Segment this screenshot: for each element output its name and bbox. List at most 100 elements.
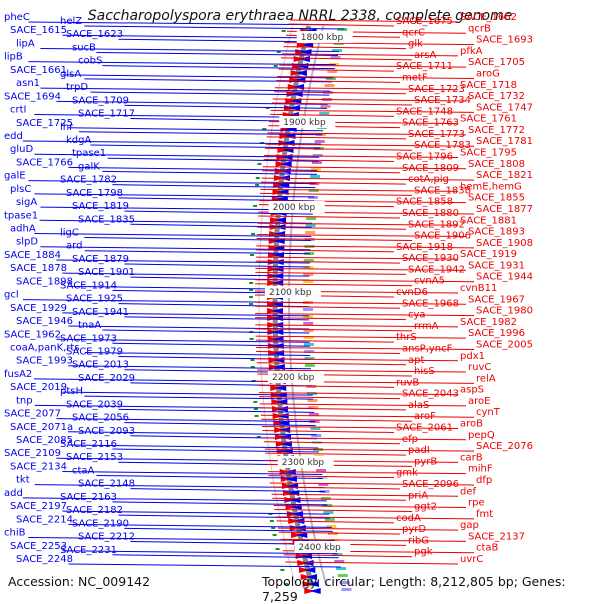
accession-label: Accession: NC_009142 (8, 574, 151, 589)
reverse-gene-label: gmk (396, 468, 418, 479)
forward-gene-label: SACE_2013 (72, 360, 129, 371)
label-leader-line (256, 362, 407, 366)
forward-gene-label: SACE_1694 (4, 91, 61, 102)
cog-class-block (308, 413, 319, 416)
label-leader-line (255, 271, 407, 275)
feature-tick (250, 359, 255, 361)
label-leader-line (40, 47, 339, 52)
cog-class-block (305, 231, 316, 234)
label-leader-line (39, 219, 313, 224)
label-leader-line (56, 259, 310, 264)
label-leader-line (260, 414, 475, 418)
cog-class-block (323, 511, 334, 514)
forward-gene-label: lhr (60, 122, 74, 133)
forward-gene-label: pheC (4, 12, 30, 23)
reverse-gene-label: aroB (460, 419, 483, 430)
feature-tick (253, 205, 258, 207)
reverse-gene-label: SACE_1821 (476, 170, 533, 181)
forward-gene-label: helZ (60, 16, 82, 27)
cog-class-block (303, 343, 314, 346)
forward-gene-label: fusA2 (4, 369, 32, 380)
scale-label: 2200 kbp (272, 373, 315, 383)
cog-class-block (314, 140, 325, 143)
forward-gene-label: SACE_2212 (78, 532, 135, 543)
forward-gene-arrow (309, 588, 321, 594)
label-leader-line (285, 561, 459, 565)
reverse-gene-label: SACE_1809 (402, 163, 459, 174)
forward-gene-label: SACE_1898 (16, 276, 73, 287)
forward-gene-label: SACE_2163 (60, 492, 117, 503)
reverse-gene-label: SACE_1711 (396, 61, 453, 72)
forward-gene-label: SACE_2134 (10, 461, 67, 472)
label-leader-line (68, 127, 324, 132)
reverse-gene-label: SACE_1906 (414, 231, 471, 242)
label-leader-line (255, 313, 475, 317)
label-leader-line (289, 19, 459, 23)
label-leader-line (62, 510, 330, 515)
forward-gene-arrow (304, 567, 316, 573)
forward-gene-arrow (295, 70, 307, 76)
label-leader-line (262, 170, 401, 174)
reverse-gene-label: ruvB (396, 377, 419, 388)
feature-tick (249, 303, 254, 305)
forward-gene-label: ctaA (72, 465, 95, 476)
reverse-gene-label: ctaB (476, 543, 499, 554)
forward-gene-label: SACE_1946 (16, 316, 73, 327)
feature-tick (281, 30, 286, 32)
label-leader-line (28, 61, 336, 66)
reverse-gene-label: SACE_2061 (396, 423, 453, 434)
forward-gene-label: add (4, 488, 23, 499)
label-leader-line (84, 395, 314, 400)
label-leader-line (34, 193, 315, 198)
label-leader-line (62, 34, 343, 39)
reverse-gene-label: SACE_1908 (476, 238, 533, 249)
label-leader-line (102, 329, 310, 334)
label-leader-line (283, 46, 407, 50)
forward-gene-label: tpase1 (72, 148, 106, 159)
reverse-gene-label: uvrC (460, 554, 483, 565)
label-leader-line (265, 143, 475, 147)
cog-class-block (337, 28, 348, 31)
cog-class-block (319, 112, 330, 115)
label-leader-line (255, 283, 413, 287)
label-leader-line (90, 144, 321, 149)
reverse-gene-label: SACE_1880 (402, 208, 459, 219)
cog-class-block (304, 350, 315, 353)
reverse-gene-label: SACE_1796 (396, 152, 453, 163)
cog-class-block (303, 266, 314, 269)
label-leader-line (118, 408, 315, 413)
label-leader-line (68, 166, 318, 171)
label-leader-line (255, 267, 467, 271)
forward-gene-label: adhA (10, 224, 36, 235)
forward-gene-arrow (302, 42, 314, 48)
reverse-gene-label: SACE_1931 (468, 260, 525, 271)
label-leader-line (118, 514, 331, 519)
forward-gene-label: asn1 (16, 78, 40, 89)
label-leader-line (34, 233, 312, 238)
reverse-gene-label: SACE_2005 (476, 339, 533, 350)
label-leader-line (84, 25, 345, 30)
label-leader-line (274, 91, 407, 95)
forward-gene-label: SACE_2190 (72, 518, 129, 529)
label-leader-line (255, 335, 467, 339)
feature-tick (251, 233, 256, 235)
reverse-gene-label: ruvC (468, 362, 491, 373)
reverse-gene-label: rrmA (414, 321, 439, 332)
label-leader-line (271, 493, 459, 497)
reverse-gene-label: pgk (414, 547, 433, 558)
cog-class-block (317, 476, 328, 479)
label-leader-line (22, 140, 321, 145)
label-leader-line (124, 104, 327, 109)
reverse-gene-label: SACE_1808 (468, 159, 525, 170)
reverse-gene-label: cvnA5 (414, 276, 445, 287)
reverse-gene-label: ribG (408, 535, 429, 546)
reverse-gene-label: pyrB (414, 456, 437, 467)
reverse-gene-label: fmt (476, 509, 493, 520)
cog-class-block (303, 280, 314, 283)
reverse-gene-label: carB (460, 452, 483, 463)
forward-gene-label: SACE_2153 (66, 452, 123, 463)
label-leader-line (277, 75, 475, 79)
label-leader-line (34, 153, 320, 158)
label-leader-line (124, 316, 310, 321)
